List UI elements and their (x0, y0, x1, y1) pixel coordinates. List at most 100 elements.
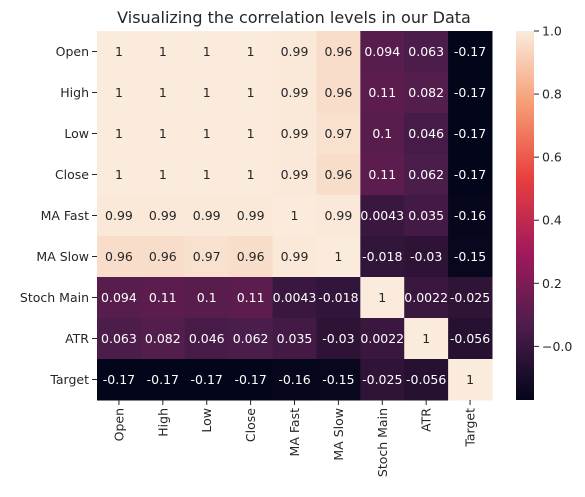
cell-annotation: 0.082 (408, 85, 444, 100)
heatmap-cell (228, 31, 274, 73)
cell-annotation: 0.99 (281, 85, 309, 100)
cell-annotation: -0.025 (362, 372, 402, 387)
cell-annotation: 0.97 (324, 126, 352, 141)
heatmap-cell (448, 113, 493, 155)
colorbar-tick-label: 0.6 (542, 150, 562, 165)
cell-annotation: 0.99 (105, 208, 133, 223)
y-tick-label: ATR (65, 331, 89, 346)
y-tick-labels: Open High Low Close MA Fast MA Slow Stoch Main… (20, 44, 97, 387)
heatmap-cell (404, 154, 449, 196)
heatmap-cell (272, 277, 317, 319)
heatmap-cell (404, 195, 449, 237)
heatmap-cell (360, 31, 405, 73)
y-tick-label: Low (64, 126, 89, 141)
cell-annotation: 0.11 (368, 167, 396, 182)
heatmap-cell (316, 318, 361, 360)
cell-annotation: 0.063 (101, 331, 137, 346)
x-tick-label: High (155, 408, 170, 437)
cell-annotation: 1 (159, 126, 167, 141)
cell-annotation: -0.16 (278, 372, 310, 387)
heatmap-cell (360, 195, 405, 237)
cell-annotation: 0.99 (281, 126, 309, 141)
cell-annotation: 0.035 (277, 331, 313, 346)
cell-annotation: 1 (115, 167, 123, 182)
heatmap-cell (97, 154, 142, 196)
colorbar-tick-label: 0.8 (542, 87, 562, 102)
cell-annotation: 0.11 (149, 290, 177, 305)
y-tick-label: MA Slow (36, 249, 89, 264)
y-tick-label: MA Fast (41, 208, 90, 223)
cell-annotation: 0.046 (189, 331, 225, 346)
y-tick-label: Target (49, 372, 89, 387)
heatmap-cell (272, 72, 317, 114)
cell-annotation: -0.17 (454, 44, 486, 59)
heatmap-cell (140, 72, 186, 114)
cell-annotation: -0.018 (318, 290, 358, 305)
x-tick-label: Target (463, 408, 478, 448)
cell-annotation: 0.094 (364, 44, 400, 59)
x-tick-label: Open (111, 408, 126, 441)
heatmap-cell (448, 277, 493, 319)
cell-annotation: -0.17 (234, 372, 266, 387)
heatmap-cell (184, 113, 230, 155)
heatmap-cell (448, 195, 493, 237)
heatmap-cell (316, 31, 361, 73)
heatmap-cell (228, 318, 274, 360)
heatmap-cell (360, 359, 405, 401)
cell-annotation: 0.062 (233, 331, 269, 346)
cell-annotation: 0.96 (324, 44, 352, 59)
y-tick-label: Stoch Main (20, 290, 89, 305)
heatmap-cell (360, 277, 405, 319)
x-tick-label: Low (199, 408, 214, 433)
cell-annotation: 1 (115, 85, 123, 100)
cell-annotation: 1 (159, 85, 167, 100)
cell-annotation: 0.1 (197, 290, 217, 305)
heatmap-cell (404, 318, 449, 360)
cell-annotation: -0.056 (406, 372, 446, 387)
chart-title: Visualizing the correlation levels in ou… (117, 8, 471, 27)
cell-annotation: 0.99 (281, 44, 309, 59)
heatmap-cell (97, 72, 142, 114)
heatmap-cell (97, 277, 142, 319)
heatmap-cell (184, 154, 230, 196)
cell-annotation: 0.0043 (360, 208, 404, 223)
heatmap-cell (272, 31, 317, 73)
colorbar-gradient (516, 31, 534, 400)
cell-annotation: 1 (247, 167, 255, 182)
heatmap-cell (140, 113, 186, 155)
x-tick-labels: Open High Low Close MA Fast MA Slow Stoch Main… (111, 400, 478, 477)
cell-annotation: 1 (422, 331, 430, 346)
heatmap-cell (228, 113, 274, 155)
heatmap-cell (140, 318, 186, 360)
heatmap-cell (228, 195, 274, 237)
heatmap-cell (272, 113, 317, 155)
heatmap-cell (140, 195, 186, 237)
cell-annotation: 0.99 (281, 249, 309, 264)
cell-annotation: 0.99 (193, 208, 221, 223)
cell-annotation: -0.17 (103, 372, 135, 387)
cell-annotation: 0.99 (149, 208, 177, 223)
cell-annotation: 1 (159, 167, 167, 182)
cell-annotation: 0.082 (145, 331, 181, 346)
cell-annotation: 0.96 (149, 249, 177, 264)
heatmap-cell (272, 318, 317, 360)
x-tick-label: ATR (419, 408, 434, 432)
heatmap-cell (404, 72, 449, 114)
heatmap-cell (448, 359, 493, 401)
cell-annotation: 0.062 (408, 167, 444, 182)
cell-annotation: -0.15 (454, 249, 486, 264)
heatmap-cell (360, 113, 405, 155)
cell-annotation: 0.96 (324, 167, 352, 182)
heatmap-cell (272, 154, 317, 196)
heatmap-cell (448, 31, 493, 73)
cell-annotation: 0.99 (324, 208, 352, 223)
heatmap-cells: 1 1 1 1 0.99 0.96 0.094 0.063 -0.17 1 1 1 1 0.99 0.96 0… (97, 31, 493, 401)
x-tick-label: Stoch Main (375, 408, 390, 477)
heatmap-cell (97, 318, 142, 360)
cell-annotation: -0.03 (410, 249, 442, 264)
heatmap-cell (184, 236, 230, 278)
y-tick-label: Open (56, 44, 89, 59)
heatmap-cell (97, 31, 142, 73)
heatmap-cell (316, 236, 361, 278)
